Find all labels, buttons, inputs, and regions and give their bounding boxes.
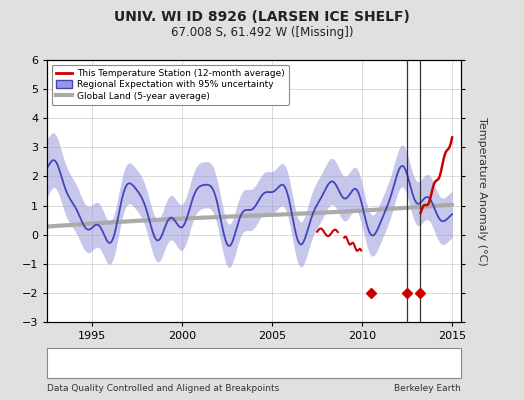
Y-axis label: Temperature Anomaly (°C): Temperature Anomaly (°C) xyxy=(477,117,487,265)
Text: Time of Obs. Change: Time of Obs. Change xyxy=(256,358,358,368)
Text: Empirical Break: Empirical Break xyxy=(359,358,436,368)
Text: UNIV. WI ID 8926 (LARSEN ICE SHELF): UNIV. WI ID 8926 (LARSEN ICE SHELF) xyxy=(114,10,410,24)
Text: Record Gap: Record Gap xyxy=(169,358,226,368)
Legend: This Temperature Station (12-month average), Regional Expectation with 95% uncer: This Temperature Station (12-month avera… xyxy=(52,64,289,105)
Text: Station Move: Station Move xyxy=(78,358,142,368)
Text: 67.008 S, 61.492 W ([Missing]): 67.008 S, 61.492 W ([Missing]) xyxy=(171,26,353,39)
Text: Berkeley Earth: Berkeley Earth xyxy=(395,384,461,393)
Text: Data Quality Controlled and Aligned at Breakpoints: Data Quality Controlled and Aligned at B… xyxy=(47,384,279,393)
